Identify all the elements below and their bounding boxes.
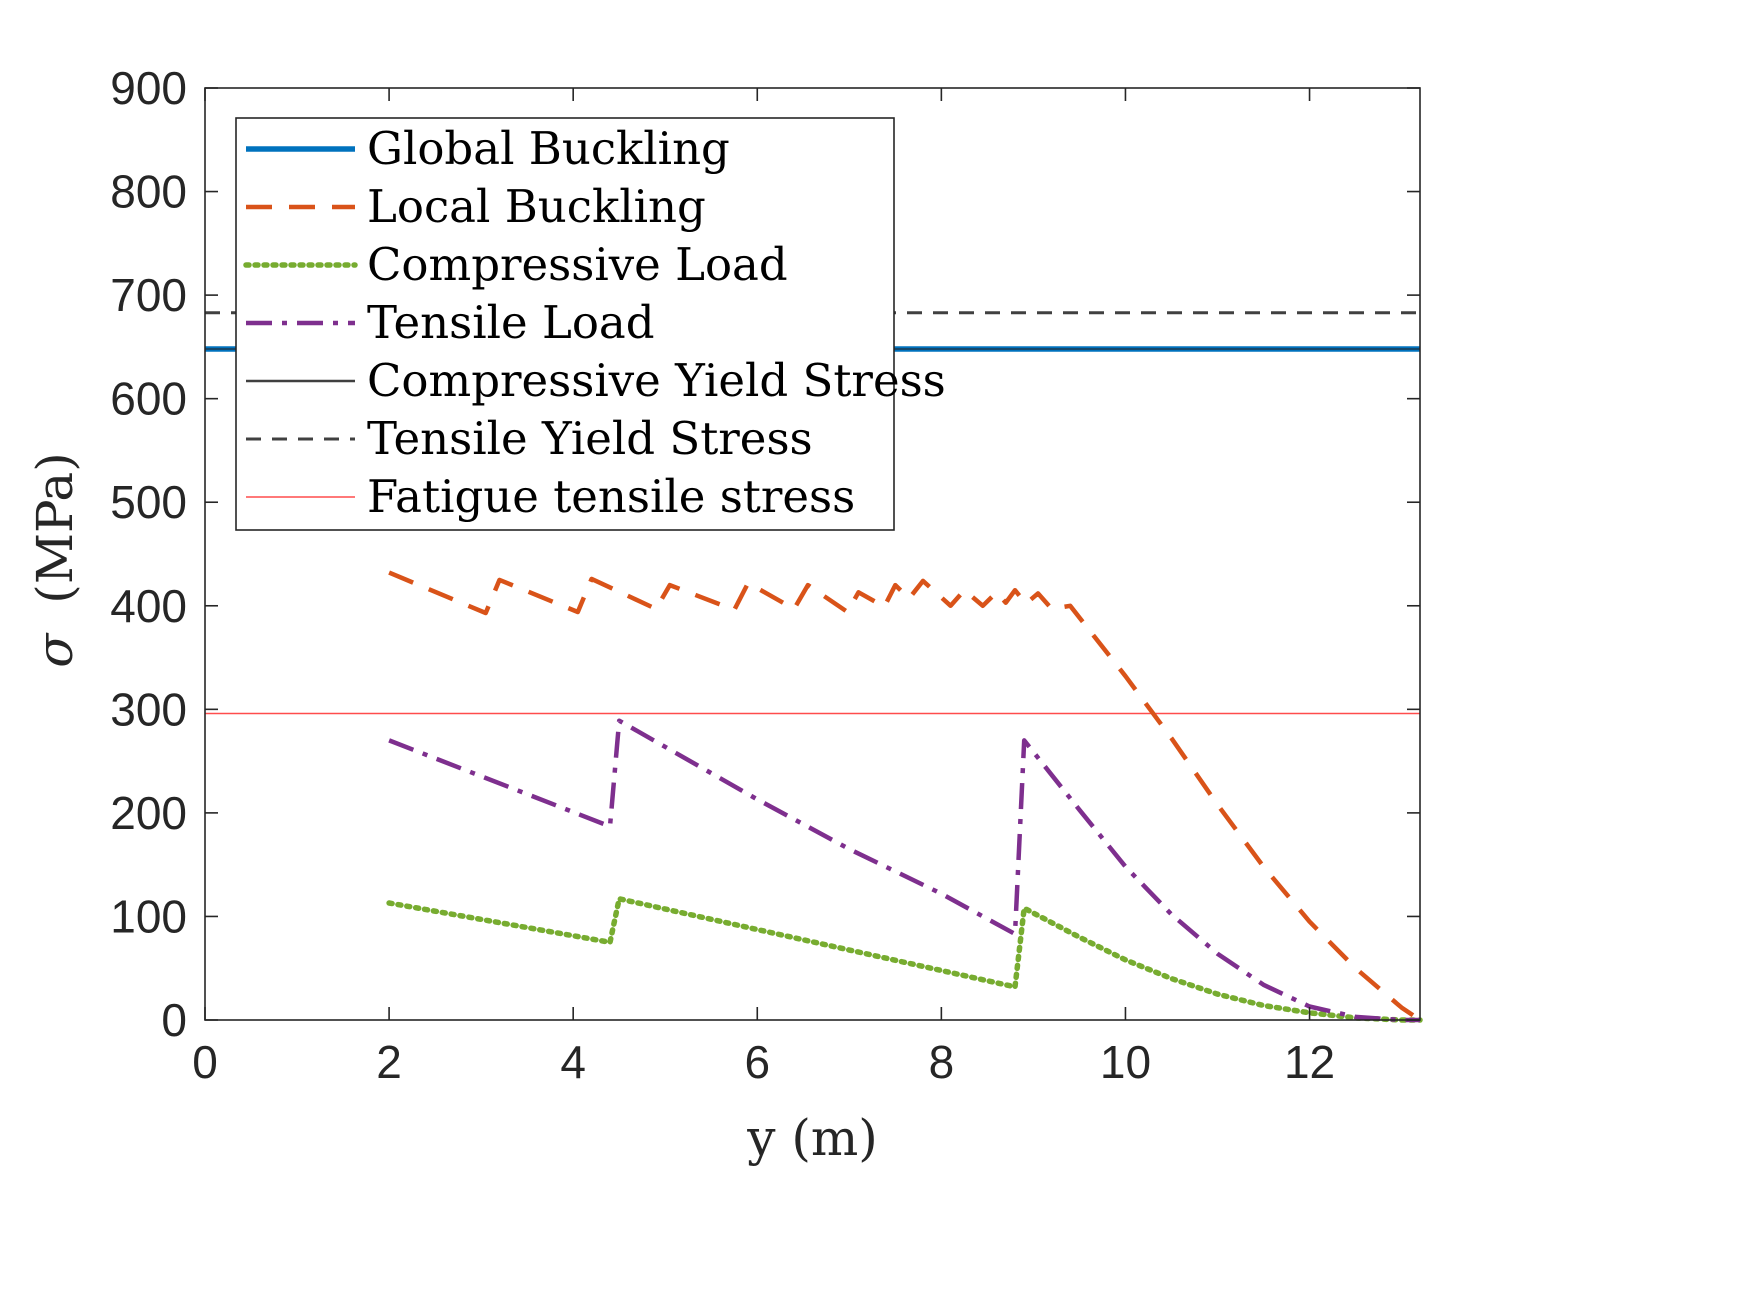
y-axis-unit: (MPa) xyxy=(26,452,84,603)
x-tick-label: 12 xyxy=(1284,1036,1335,1088)
x-axis-label: y (m) xyxy=(746,1109,878,1167)
legend-item-tensile-yield-stress: Tensile Yield Stress xyxy=(246,412,813,465)
legend-label: Compressive Load xyxy=(367,238,788,291)
legend-item-tensile-load: Tensile Load xyxy=(246,296,655,349)
y-tick-label: 100 xyxy=(110,890,187,942)
legend-item-compressive-load: Compressive Load xyxy=(243,238,788,291)
legend-item-local-buckling: Local Buckling xyxy=(246,180,706,233)
legend-label: Local Buckling xyxy=(367,180,706,233)
legend-box xyxy=(235,117,895,531)
x-tick-label: 10 xyxy=(1100,1036,1151,1088)
x-tick-labels: 0 2 4 6 8 10 12 xyxy=(192,1036,1335,1088)
y-tick-label: 300 xyxy=(110,683,187,735)
legend-item-fatigue-tensile-stress: Fatigue tensile stress xyxy=(246,470,855,523)
y-tick-label: 900 xyxy=(110,62,187,114)
legend-item-global-buckling: Global Buckling xyxy=(246,122,730,175)
series-line-tensile-load xyxy=(388,718,1420,1023)
legend-label: Tensile Yield Stress xyxy=(367,412,813,465)
y-tick-labels: 0 100 200 300 400 500 600 700 800 900 xyxy=(110,62,187,1046)
y-tick-label: 200 xyxy=(110,787,187,839)
y-tick-label: 600 xyxy=(110,373,187,425)
legend-item-compressive-yield-stress: Compressive Yield Stress xyxy=(246,354,946,407)
plot-frame xyxy=(204,87,1421,1021)
y-axis-label: σ (MPa) xyxy=(26,452,84,667)
x-tick-label: 0 xyxy=(192,1036,218,1088)
x-tick-label: 6 xyxy=(744,1036,770,1088)
axis-ticks xyxy=(204,87,1420,1021)
y-tick-label: 800 xyxy=(110,166,187,218)
series-line-compressive-load xyxy=(386,896,1423,1023)
y-tick-label: 700 xyxy=(110,269,187,321)
data-series xyxy=(386,570,1423,1023)
legend-label: Compressive Yield Stress xyxy=(367,354,946,407)
y-tick-label: 400 xyxy=(110,580,187,632)
x-tick-label: 2 xyxy=(376,1036,402,1088)
legend-label: Global Buckling xyxy=(367,122,730,175)
legend-label: Tensile Load xyxy=(367,296,655,349)
x-tick-label: 8 xyxy=(929,1036,955,1088)
series-line-local-buckling xyxy=(388,570,1422,1022)
x-tick-label: 4 xyxy=(560,1036,586,1088)
y-tick-label: 500 xyxy=(110,476,187,528)
y-tick-label: 0 xyxy=(161,994,187,1046)
legend-label: Fatigue tensile stress xyxy=(367,470,855,523)
y-axis-symbol: σ xyxy=(26,632,84,668)
